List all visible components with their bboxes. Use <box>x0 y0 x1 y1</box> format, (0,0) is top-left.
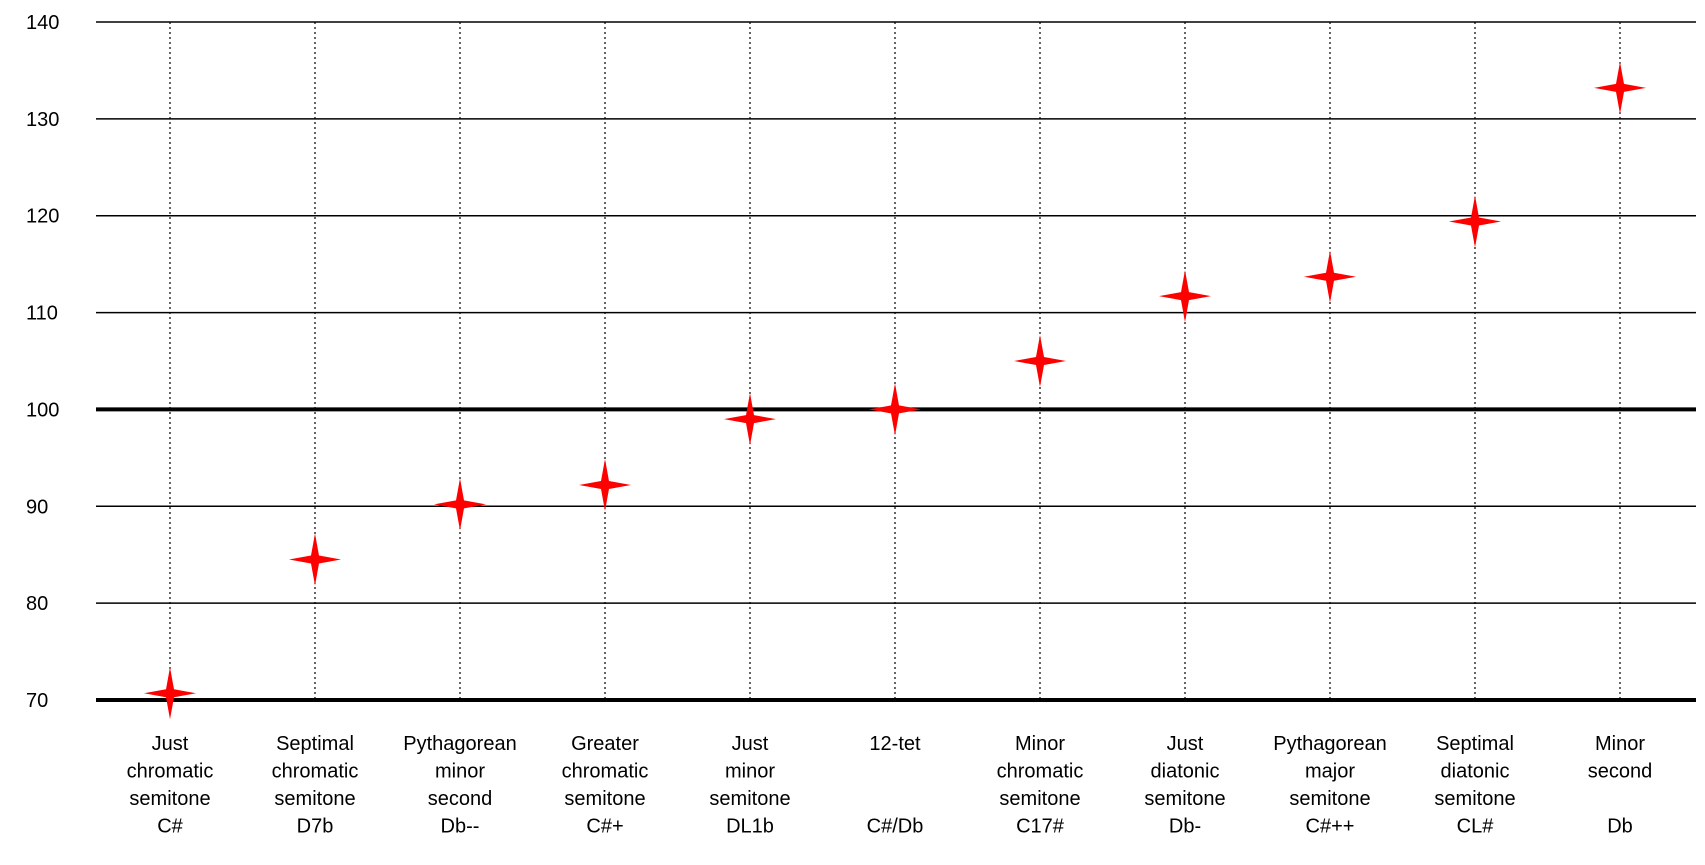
category-label-line: semitone <box>564 788 645 810</box>
y-tick-label: 110 <box>26 303 58 325</box>
category-label-line: semitone <box>129 788 210 810</box>
grid-layer <box>96 21 1696 702</box>
category-label-line: CL# <box>1457 816 1495 838</box>
category-label-line: 12-tet <box>869 733 921 755</box>
y-tick-label: 90 <box>26 496 48 518</box>
y-tick-label: 100 <box>26 399 59 421</box>
data-point-star <box>144 667 196 720</box>
category-label-line: second <box>428 788 493 810</box>
category-label-line: DL1b <box>726 816 774 838</box>
category-label-line: Db-- <box>441 816 480 838</box>
data-point-star <box>1594 61 1646 114</box>
y-tick-label: 120 <box>26 206 59 228</box>
y-tick-label: 70 <box>26 690 48 712</box>
category-label-line: Just <box>1167 733 1204 755</box>
data-point-star <box>1159 270 1211 323</box>
category-label-line: Greater <box>571 733 639 755</box>
category-label-line: chromatic <box>272 761 359 783</box>
x-axis-category-labels: Just chromatic semitone C# Septimal chromatic… <box>127 733 1653 838</box>
category-label-line: chromatic <box>127 761 214 783</box>
data-point-star <box>289 533 341 586</box>
category-label-line: C#++ <box>1306 816 1355 838</box>
category-label-line: semitone <box>1289 788 1370 810</box>
category-label-line: Pythagorean <box>1273 733 1386 755</box>
category-label-line: minor <box>725 761 775 783</box>
y-tick-label: 130 <box>26 109 59 131</box>
category-label-line: major <box>1305 761 1355 783</box>
category-label-line: C# <box>157 816 183 838</box>
category-guides <box>169 22 1621 700</box>
category-label-line: Minor <box>1015 733 1065 755</box>
category-label-line: Just <box>732 733 769 755</box>
category-label-line: chromatic <box>997 761 1084 783</box>
data-point-star <box>1304 250 1356 303</box>
category-label-line: semitone <box>709 788 790 810</box>
y-tick-label: 140 <box>26 12 59 34</box>
category-label-line: Just <box>152 733 189 755</box>
data-points <box>144 61 1646 720</box>
category-label-line: Septimal <box>1436 733 1514 755</box>
data-point-star <box>869 383 921 436</box>
category-label-line: diatonic <box>1151 761 1220 783</box>
data-point-star <box>1014 335 1066 387</box>
category-label-line: semitone <box>1144 788 1225 810</box>
data-point-star <box>724 393 776 446</box>
category-label-line: semitone <box>999 788 1080 810</box>
category-label-line: minor <box>435 761 485 783</box>
category-label-line: Db <box>1607 816 1633 838</box>
category-label-line: C17# <box>1016 816 1065 838</box>
category-label-line: semitone <box>274 788 355 810</box>
category-label-line: chromatic <box>562 761 649 783</box>
data-point-star <box>434 478 486 531</box>
category-label-line: diatonic <box>1441 761 1510 783</box>
category-label-line: second <box>1588 761 1653 783</box>
data-point-star <box>579 458 631 511</box>
data-point-star <box>1449 195 1501 248</box>
category-label-line: C#+ <box>586 816 623 838</box>
category-label-line: Minor <box>1595 733 1645 755</box>
category-label-line: Pythagorean <box>403 733 516 755</box>
y-tick-label: 80 <box>26 593 48 615</box>
category-label-line: C#/Db <box>867 816 924 838</box>
category-label-line: Septimal <box>276 733 354 755</box>
category-label-line: D7b <box>297 816 334 838</box>
category-label-line: semitone <box>1434 788 1515 810</box>
y-axis-tick-labels: 70 80 90 100 110 120 130 140 <box>26 12 59 712</box>
category-label-line: Db- <box>1169 816 1201 838</box>
